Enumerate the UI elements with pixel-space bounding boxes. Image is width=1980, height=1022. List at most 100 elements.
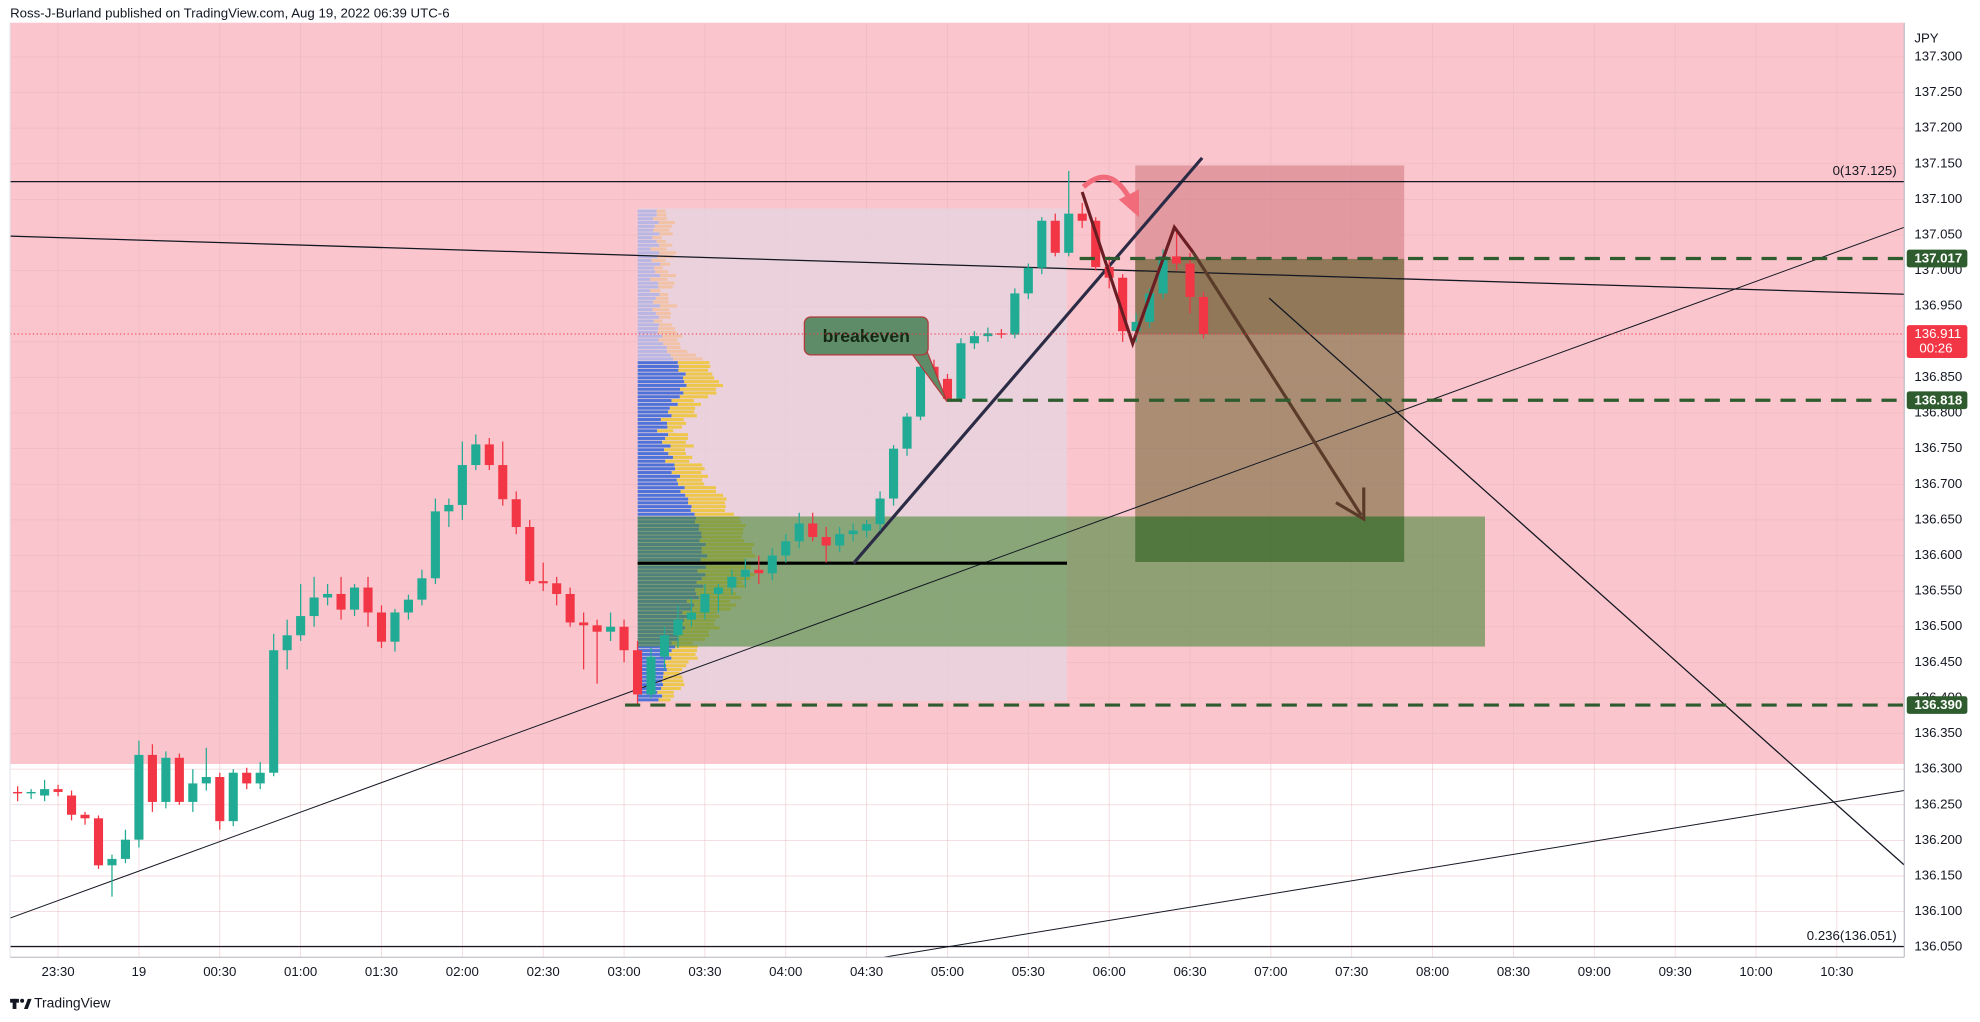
- callout-text: breakeven: [823, 326, 910, 346]
- candle-body: [1118, 277, 1128, 332]
- volume-bar: [637, 694, 663, 698]
- candle-body: [53, 789, 63, 792]
- axis-background: [0, 957, 1905, 1022]
- y-tick-label: 136.550: [1914, 583, 1962, 598]
- candle-body: [201, 777, 211, 784]
- volume-bar: [671, 471, 702, 475]
- volume-bar: [637, 334, 663, 338]
- candle-body: [713, 587, 723, 594]
- volume-bar: [657, 429, 674, 433]
- candle-body: [754, 569, 764, 574]
- x-tick-label: 02:00: [446, 964, 479, 979]
- volume-bar: [677, 402, 701, 406]
- volume-bar: [637, 300, 654, 304]
- x-tick-label: 09:00: [1578, 964, 1611, 979]
- candle-body: [969, 336, 979, 344]
- volume-bar: [654, 266, 663, 270]
- candle-body: [579, 622, 589, 626]
- volume-bar: [637, 455, 674, 459]
- candle-body: [147, 754, 157, 802]
- candle-body: [821, 536, 831, 546]
- volume-bar: [650, 289, 661, 293]
- volume-bar: [637, 425, 668, 429]
- volume-bar: [655, 270, 669, 274]
- volume-bar: [653, 319, 663, 323]
- volume-bar: [660, 417, 684, 422]
- x-tick-label: 02:30: [527, 964, 560, 979]
- volume-bar: [637, 421, 667, 425]
- volume-bar: [637, 266, 655, 270]
- candle-body: [673, 619, 683, 636]
- candle-body: [740, 569, 750, 577]
- volume-bar: [665, 436, 688, 440]
- x-tick-label: 07:30: [1335, 964, 1368, 979]
- y-tick-label: 136.200: [1914, 832, 1962, 847]
- volume-bar: [637, 452, 669, 456]
- trend-line: [10, 235, 1905, 295]
- volume-bar: [637, 399, 672, 403]
- candle-body: [511, 499, 521, 528]
- volume-bar: [637, 258, 652, 262]
- volume-bar: [637, 353, 671, 357]
- volume-bar: [637, 471, 672, 475]
- candle-body: [915, 366, 926, 417]
- volume-bar: [637, 221, 659, 225]
- y-tick-label: 136.350: [1914, 725, 1962, 740]
- chart-title: Ross-J-Burland published on TradingView.…: [10, 5, 449, 20]
- volume-bar: [673, 357, 703, 361]
- candle-body: [471, 444, 481, 466]
- volume-bar: [637, 308, 653, 312]
- volume-bar: [637, 357, 674, 361]
- y-tick-label: 136.150: [1914, 868, 1962, 883]
- candle-body: [40, 789, 50, 796]
- volume-bar: [671, 656, 698, 660]
- volume-bar: [637, 486, 685, 490]
- volume-bar: [637, 645, 676, 649]
- candle-body: [282, 635, 292, 651]
- volume-bar: [683, 376, 715, 380]
- volume-bar: [662, 679, 684, 683]
- y-tick-label: 137.200: [1914, 120, 1962, 135]
- y-tick-label: 136.850: [1914, 369, 1962, 384]
- volume-bar: [691, 505, 726, 509]
- volume-bar: [658, 323, 672, 327]
- volume-bar: [637, 414, 672, 418]
- candle-body: [390, 612, 400, 642]
- volume-bar: [685, 493, 724, 497]
- candle-body: [1091, 220, 1101, 268]
- volume-bar: [668, 433, 689, 437]
- last-price-label: 136.911: [1914, 326, 1961, 341]
- volume-bar: [637, 364, 679, 368]
- candle-body: [592, 625, 602, 632]
- candle-body: [363, 587, 373, 613]
- volume-bar: [637, 274, 661, 278]
- volume-bar: [637, 649, 672, 653]
- volume-bar: [637, 270, 656, 274]
- candle-body: [942, 378, 953, 399]
- candle-body: [619, 626, 629, 651]
- volume-bar: [660, 274, 676, 278]
- trend-line: [852, 156, 1204, 565]
- volume-bar: [658, 221, 676, 225]
- candle-body: [1050, 220, 1060, 253]
- volume-bar: [637, 304, 660, 308]
- volume-bar: [637, 463, 675, 467]
- volume-bar: [637, 505, 692, 509]
- volume-bar: [637, 327, 659, 331]
- candle-body: [376, 612, 387, 642]
- volume-bar: [668, 652, 696, 656]
- volume-bar: [637, 410, 669, 414]
- candle-body: [889, 448, 899, 499]
- candle-body: [1198, 296, 1209, 334]
- candle-body: [403, 599, 413, 613]
- volume-bar: [656, 209, 666, 213]
- volume-bar: [661, 686, 681, 690]
- volume-bar: [652, 308, 670, 312]
- zigzag: [1080, 191, 1195, 349]
- volume-bar: [637, 652, 669, 656]
- candle-body: [1010, 293, 1020, 335]
- volume-bar: [637, 251, 660, 255]
- callout-box: [803, 316, 929, 356]
- volume-bar: [671, 649, 697, 653]
- candle-body: [1185, 263, 1195, 297]
